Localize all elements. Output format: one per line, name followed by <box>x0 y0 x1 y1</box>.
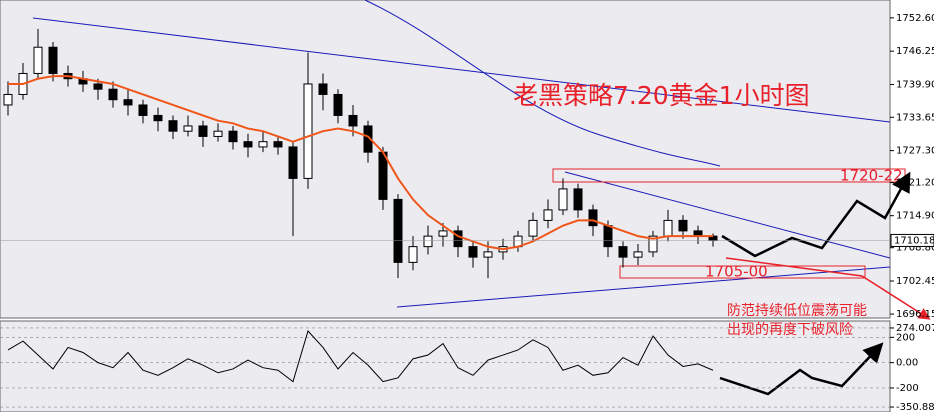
oscillator-line <box>7 330 714 383</box>
candle-body <box>228 130 238 143</box>
candle-body <box>333 93 343 116</box>
y-tick-label: 1696.15 <box>896 309 934 320</box>
forecast-arrow <box>719 342 884 396</box>
level-label: 1720-22 <box>840 167 903 185</box>
candle-body <box>108 88 118 101</box>
current-price: 1710.18 <box>894 235 934 246</box>
candle-body <box>303 83 313 179</box>
candle-body <box>408 246 418 263</box>
candle-body <box>648 235 658 253</box>
y-tick-label: 1714.90 <box>896 211 934 222</box>
trend-line <box>32 17 891 123</box>
candle-body <box>213 130 223 137</box>
trend-line <box>564 171 891 259</box>
candle-body <box>3 93 13 106</box>
risk-arrow <box>725 257 931 320</box>
oscillator-panel <box>0 320 891 412</box>
y-tick-label: -350.881 <box>896 402 934 412</box>
candle-body <box>483 251 493 258</box>
candle-body <box>573 188 583 211</box>
y-tick-label: 1739.90 <box>896 79 934 90</box>
candle-body <box>123 99 133 106</box>
candle-body <box>603 225 613 248</box>
candle-body <box>348 114 358 127</box>
y-tick-label: 1727.30 <box>896 146 934 157</box>
y-tick-label: -200 <box>896 383 919 394</box>
note: 出现的再度下破风险 <box>727 322 853 338</box>
candle-body <box>93 83 103 90</box>
y-tick-label: 0.00 <box>896 358 918 369</box>
candle-body <box>183 125 193 132</box>
moving-average <box>8 75 713 251</box>
candle-body <box>243 141 253 148</box>
candle-body <box>633 251 643 258</box>
candle-body <box>48 46 58 74</box>
y-tick-label: 1733.65 <box>896 112 934 123</box>
y-tick-label: 1746.25 <box>896 46 934 57</box>
y-tick-label: 1708.80 <box>896 243 934 254</box>
y-tick-label: 1752.60 <box>896 13 934 24</box>
candle-body <box>393 198 403 263</box>
candle-body <box>528 219 538 237</box>
candle-body <box>288 146 298 179</box>
level-label: 1705-00 <box>705 263 768 281</box>
candle-body <box>273 141 283 148</box>
candle-body <box>438 230 448 237</box>
forecast-arrow <box>721 171 911 258</box>
support-box <box>619 265 866 279</box>
candle-body <box>663 219 673 237</box>
candle-body <box>138 104 148 116</box>
y-tick-label: 274.0076 <box>896 323 934 334</box>
candle-body <box>543 209 553 221</box>
candle-body <box>423 235 433 248</box>
trend-line <box>396 266 891 308</box>
long-ma <box>364 0 721 167</box>
candle-body <box>453 230 463 248</box>
candle-body <box>378 151 388 200</box>
current-price-box <box>890 233 934 247</box>
candle-body <box>153 114 163 122</box>
y-tick-label: 200 <box>896 332 915 343</box>
candle-body <box>558 188 568 211</box>
candle-body <box>198 125 208 137</box>
chart-title: 老黑策略7.20黄金1小时图 <box>513 81 810 110</box>
candle-body <box>168 120 178 132</box>
candle-body <box>33 46 43 74</box>
candle-body <box>363 125 373 153</box>
note: 防范持续低位震荡可能 <box>727 302 867 319</box>
candle-body <box>588 209 598 227</box>
price-panel <box>0 0 891 319</box>
candle-body <box>618 246 628 258</box>
y-tick-label: 1721.20 <box>896 178 934 189</box>
candle-body <box>258 141 268 148</box>
candle-body <box>318 83 328 95</box>
candle-body <box>468 246 478 258</box>
candle-body <box>678 219 688 232</box>
y-tick-label: 1702.45 <box>896 276 934 287</box>
